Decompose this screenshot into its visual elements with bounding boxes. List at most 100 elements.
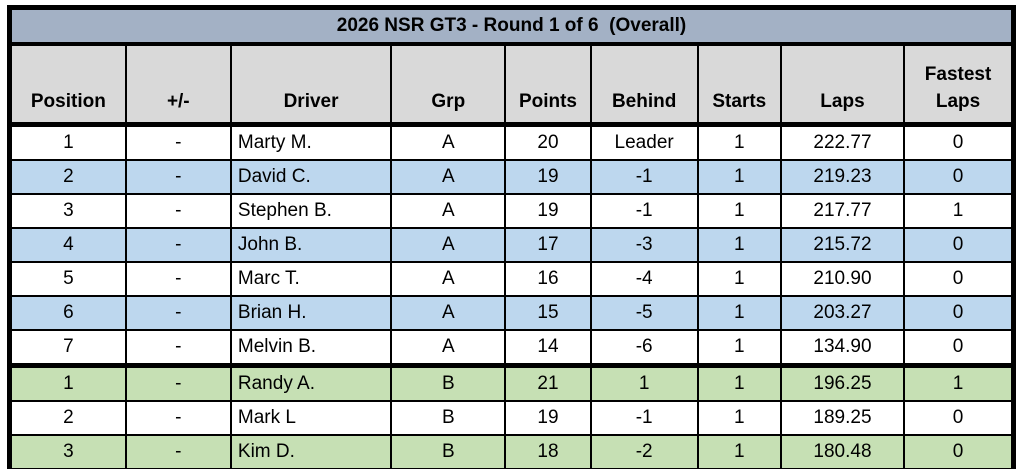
cell-starts: 1 [696, 329, 782, 367]
cell-plus-minus: - [124, 227, 232, 263]
page-title: 2026 NSR GT3 - Round 1 of 6 (Overall) [8, 6, 1015, 46]
cell-fastest-laps: 0 [903, 434, 1015, 469]
cell-position: 1 [8, 363, 127, 402]
col-header-fastest-laps: Fastest Laps [903, 43, 1015, 127]
cell-position: 5 [8, 261, 127, 297]
col-header-position: Position [8, 43, 127, 127]
cell-position: 2 [8, 159, 127, 195]
cell-fastest-laps: 0 [903, 329, 1015, 367]
cell-starts: 1 [696, 227, 782, 263]
cell-position: 2 [8, 400, 127, 436]
cell-points: 15 [504, 295, 592, 331]
cell-points: 17 [504, 227, 592, 263]
cell-position: 3 [8, 193, 127, 229]
cell-points: 18 [504, 434, 592, 469]
cell-fastest-laps: 0 [903, 261, 1015, 297]
col-header-driver: Driver [229, 43, 393, 127]
cell-laps: 134.90 [779, 329, 906, 367]
cell-laps: 196.25 [779, 363, 906, 402]
cell-plus-minus: - [124, 261, 232, 297]
cell-points: 16 [504, 261, 592, 297]
cell-behind: -3 [589, 227, 699, 263]
cell-starts: 1 [696, 295, 782, 331]
cell-fastest-laps: 0 [903, 159, 1015, 195]
cell-grp: A [390, 123, 507, 161]
table-row-a5: 5 - Marc T. A 16 -4 1 210.90 0 [8, 261, 1015, 297]
cell-laps: 189.25 [779, 400, 906, 436]
table-row-a6: 6 - Brian H. A 15 -5 1 203.27 0 [8, 295, 1015, 331]
title-row: 2026 NSR GT3 - Round 1 of 6 (Overall) [8, 6, 1015, 46]
cell-starts: 1 [696, 261, 782, 297]
cell-laps: 217.77 [779, 193, 906, 229]
cell-starts: 1 [696, 159, 782, 195]
cell-laps: 180.48 [779, 434, 906, 469]
col-header-points: Points [504, 43, 592, 127]
table-row-a3: 3 - Stephen B. A 19 -1 1 217.77 1 [8, 193, 1015, 229]
cell-plus-minus: - [124, 159, 232, 195]
cell-grp: A [390, 193, 507, 229]
cell-starts: 1 [696, 363, 782, 402]
cell-grp: B [390, 434, 507, 469]
table-row-b1: 1 - Randy A. B 21 1 1 196.25 1 [8, 363, 1015, 402]
cell-position: 4 [8, 227, 127, 263]
table-row-a1: 1 - Marty M. A 20 Leader 1 222.77 0 [8, 123, 1015, 161]
cell-points: 14 [504, 329, 592, 367]
cell-position: 3 [8, 434, 127, 469]
cell-behind: -2 [589, 434, 699, 469]
cell-plus-minus: - [124, 295, 232, 331]
cell-plus-minus: - [124, 193, 232, 229]
cell-laps: 215.72 [779, 227, 906, 263]
table-row-a7: 7 - Melvin B. A 14 -6 1 134.90 0 [8, 329, 1015, 367]
cell-points: 20 [504, 123, 592, 161]
cell-starts: 1 [696, 400, 782, 436]
cell-fastest-laps: 0 [903, 400, 1015, 436]
cell-behind: Leader [589, 123, 699, 161]
header-row: Position +/- Driver Grp Points Behind St… [8, 43, 1015, 127]
cell-laps: 222.77 [779, 123, 906, 161]
cell-fastest-laps: 0 [903, 295, 1015, 331]
cell-grp: A [390, 159, 507, 195]
col-header-starts: Starts [696, 43, 782, 127]
cell-plus-minus: - [124, 400, 232, 436]
cell-driver: Stephen B. [229, 193, 393, 229]
col-header-laps: Laps [779, 43, 906, 127]
cell-position: 1 [8, 123, 127, 161]
cell-behind: -4 [589, 261, 699, 297]
cell-behind: -1 [589, 193, 699, 229]
cell-plus-minus: - [124, 123, 232, 161]
cell-starts: 1 [696, 193, 782, 229]
cell-grp: B [390, 363, 507, 402]
table-row-b3: 3 - Kim D. B 18 -2 1 180.48 0 [8, 434, 1015, 469]
standings-table: 2026 NSR GT3 - Round 1 of 6 (Overall) Po… [7, 5, 1016, 469]
cell-driver: Kim D. [229, 434, 393, 469]
cell-grp: A [390, 261, 507, 297]
cell-plus-minus: - [124, 363, 232, 402]
cell-starts: 1 [696, 123, 782, 161]
cell-fastest-laps: 0 [903, 227, 1015, 263]
col-header-grp: Grp [390, 43, 507, 127]
cell-driver: Marty M. [229, 123, 393, 161]
cell-driver: Melvin B. [229, 329, 393, 367]
table-row-a2: 2 - David C. A 19 -1 1 219.23 0 [8, 159, 1015, 195]
cell-points: 21 [504, 363, 592, 402]
table-row-b2: 2 - Mark L B 19 -1 1 189.25 0 [8, 400, 1015, 436]
cell-behind: -6 [589, 329, 699, 367]
cell-grp: A [390, 295, 507, 331]
cell-behind: -1 [589, 159, 699, 195]
cell-points: 19 [504, 159, 592, 195]
cell-grp: A [390, 227, 507, 263]
cell-position: 7 [8, 329, 127, 367]
cell-plus-minus: - [124, 434, 232, 469]
cell-fastest-laps: 1 [903, 193, 1015, 229]
col-header-plus-minus: +/- [124, 43, 232, 127]
cell-driver: Mark L [229, 400, 393, 436]
cell-laps: 203.27 [779, 295, 906, 331]
cell-driver: Randy A. [229, 363, 393, 402]
cell-starts: 1 [696, 434, 782, 469]
cell-fastest-laps: 0 [903, 123, 1015, 161]
cell-grp: B [390, 400, 507, 436]
cell-points: 19 [504, 193, 592, 229]
cell-grp: A [390, 329, 507, 367]
cell-position: 6 [8, 295, 127, 331]
